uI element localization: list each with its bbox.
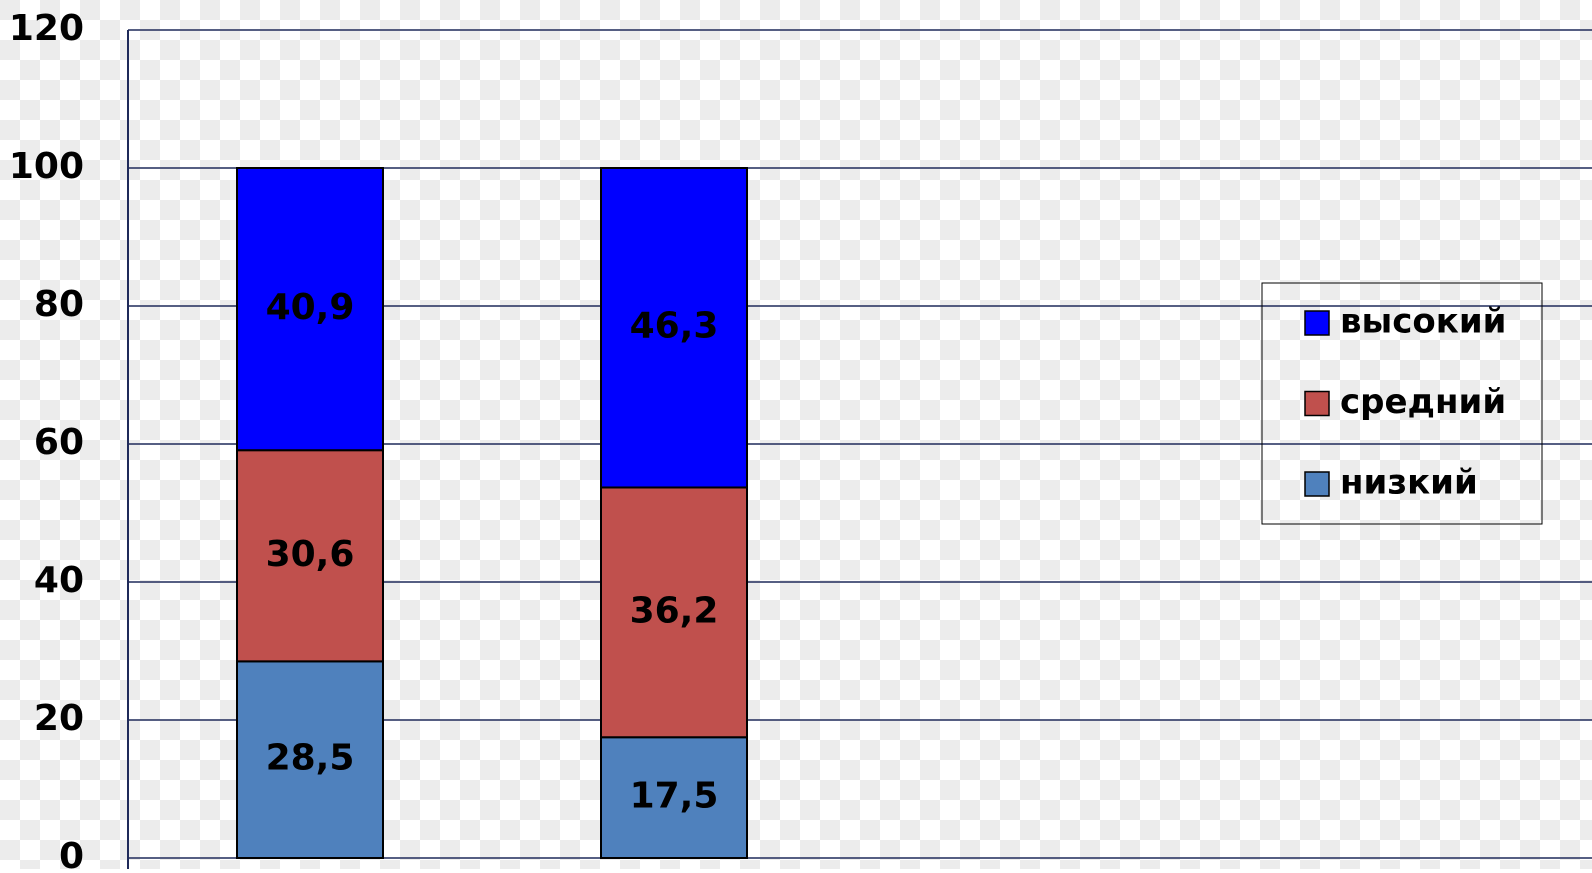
legend-swatch [1305,392,1329,416]
y-tick-label: 100 [9,146,84,187]
value-label: 30,6 [266,534,355,575]
legend-swatch [1305,311,1329,335]
value-label: 17,5 [630,776,719,817]
chart: 28,5 30,6 40,9 17,5 36,2 46,3 низкий средний вы… [0,0,1592,869]
y-tick-label: 80 [34,284,84,325]
legend-swatch [1305,472,1329,496]
y-tick-label: 20 [34,698,84,739]
value-label: 40,9 [266,287,355,328]
y-tick-label: 60 [34,422,84,463]
value-label: 28,5 [266,738,355,779]
y-tick-label: 0 [59,836,84,869]
y-tick-label: 40 [34,560,84,601]
value-label: 36,2 [630,590,719,631]
legend-label: низкий [1340,463,1478,503]
legend-label: высокий [1340,302,1507,342]
value-label: 46,3 [630,306,719,347]
legend-label: средний [1340,382,1506,422]
y-tick-label: 120 [9,8,84,49]
